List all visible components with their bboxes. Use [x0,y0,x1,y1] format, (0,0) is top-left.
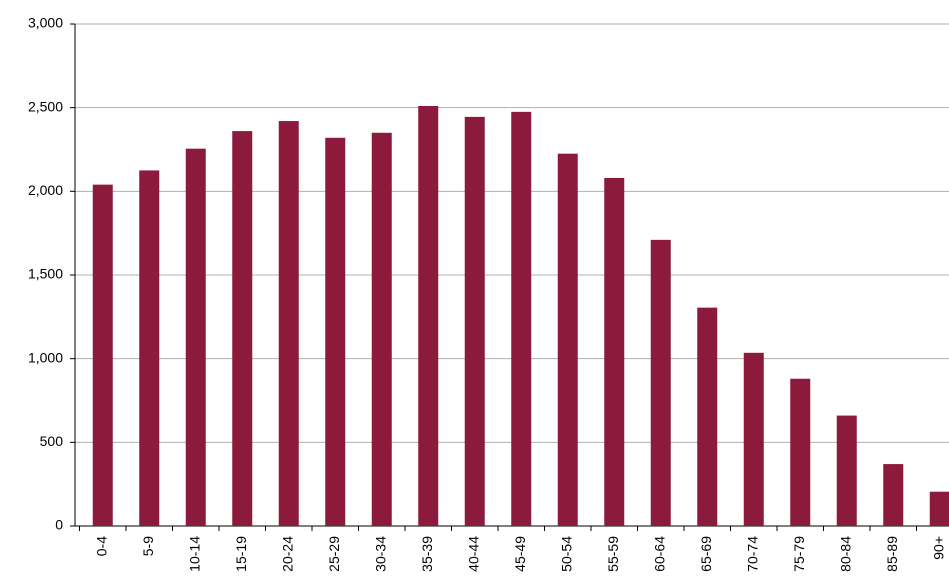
y-tick-label: 1,500 [28,266,63,282]
x-tick-label: 70-74 [744,536,760,572]
bar [325,137,346,526]
x-tick-label: 90+ [930,536,946,560]
bar [418,105,439,526]
x-tick-label: 20-24 [279,536,295,572]
bar [511,111,532,526]
bar [650,239,671,527]
y-tick-label: 0 [55,517,63,533]
x-tick-label: 15-19 [233,536,249,572]
y-tick-label: 3,000 [28,15,63,31]
y-tick-label: 1,000 [28,349,63,365]
bar [139,170,160,526]
y-tick-label: 500 [40,433,64,449]
y-tick-label: 2,000 [28,182,63,198]
x-tick-label: 30-34 [372,536,388,572]
y-tick-label: 2,500 [28,98,63,114]
bar [371,132,392,526]
bar [464,116,485,527]
bar [92,184,113,526]
bar [232,131,253,527]
bar [697,307,718,526]
bar [836,415,857,526]
x-tick-label: 45-49 [512,536,528,572]
bar [743,352,764,526]
x-tick-label: 80-84 [837,536,853,572]
x-tick-label: 10-14 [186,536,202,572]
x-tick-label: 40-44 [465,536,481,572]
bar [185,148,206,526]
bar [604,177,625,527]
x-tick-label: 5-9 [140,536,156,556]
x-tick-label: 60-64 [651,536,667,572]
x-tick-label: 35-39 [419,536,435,572]
x-tick-label: 50-54 [558,536,574,572]
x-tick-label: 55-59 [605,536,621,572]
bar [929,491,949,526]
bar [557,153,578,526]
bar [883,464,904,526]
x-tick-label: 65-69 [698,536,714,572]
bar [278,121,299,526]
x-tick-label: 85-89 [884,536,900,572]
x-tick-label: 75-79 [791,536,807,572]
x-tick-label: 0-4 [93,536,109,556]
x-tick-label: 25-29 [326,536,342,572]
bar [790,378,811,526]
